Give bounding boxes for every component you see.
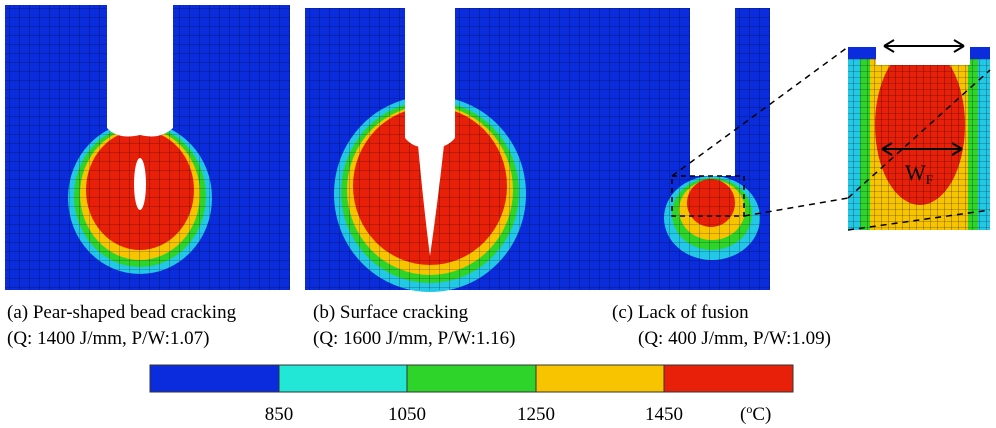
condition: (Q: 1600 J/mm, P/W:1.16) xyxy=(313,328,516,349)
caption: (c) Lack of fusion xyxy=(612,302,749,323)
inset: WF xyxy=(847,39,991,231)
colorbar-tick: 850 xyxy=(265,404,294,425)
condition: (Q: 400 J/mm, P/W:1.09) xyxy=(638,328,831,349)
colorbar: 850 1050 1250 1450 (oC) xyxy=(149,364,794,425)
panel-c xyxy=(580,8,849,290)
width-label: WF xyxy=(905,160,933,187)
colorbar-tick: 1450 xyxy=(645,404,683,425)
colorbar-tick: 1250 xyxy=(517,404,555,425)
caption: (b) Surface cracking xyxy=(313,302,469,323)
caption: (a) Pear-shaped bead cracking xyxy=(7,302,237,323)
colorbar-tick: 1050 xyxy=(388,404,426,425)
panel-a xyxy=(5,5,290,290)
colorbar-unit: (oC) xyxy=(740,402,771,425)
panel-b xyxy=(305,8,582,292)
condition: (Q: 1400 J/mm, P/W:1.07) xyxy=(7,328,210,349)
